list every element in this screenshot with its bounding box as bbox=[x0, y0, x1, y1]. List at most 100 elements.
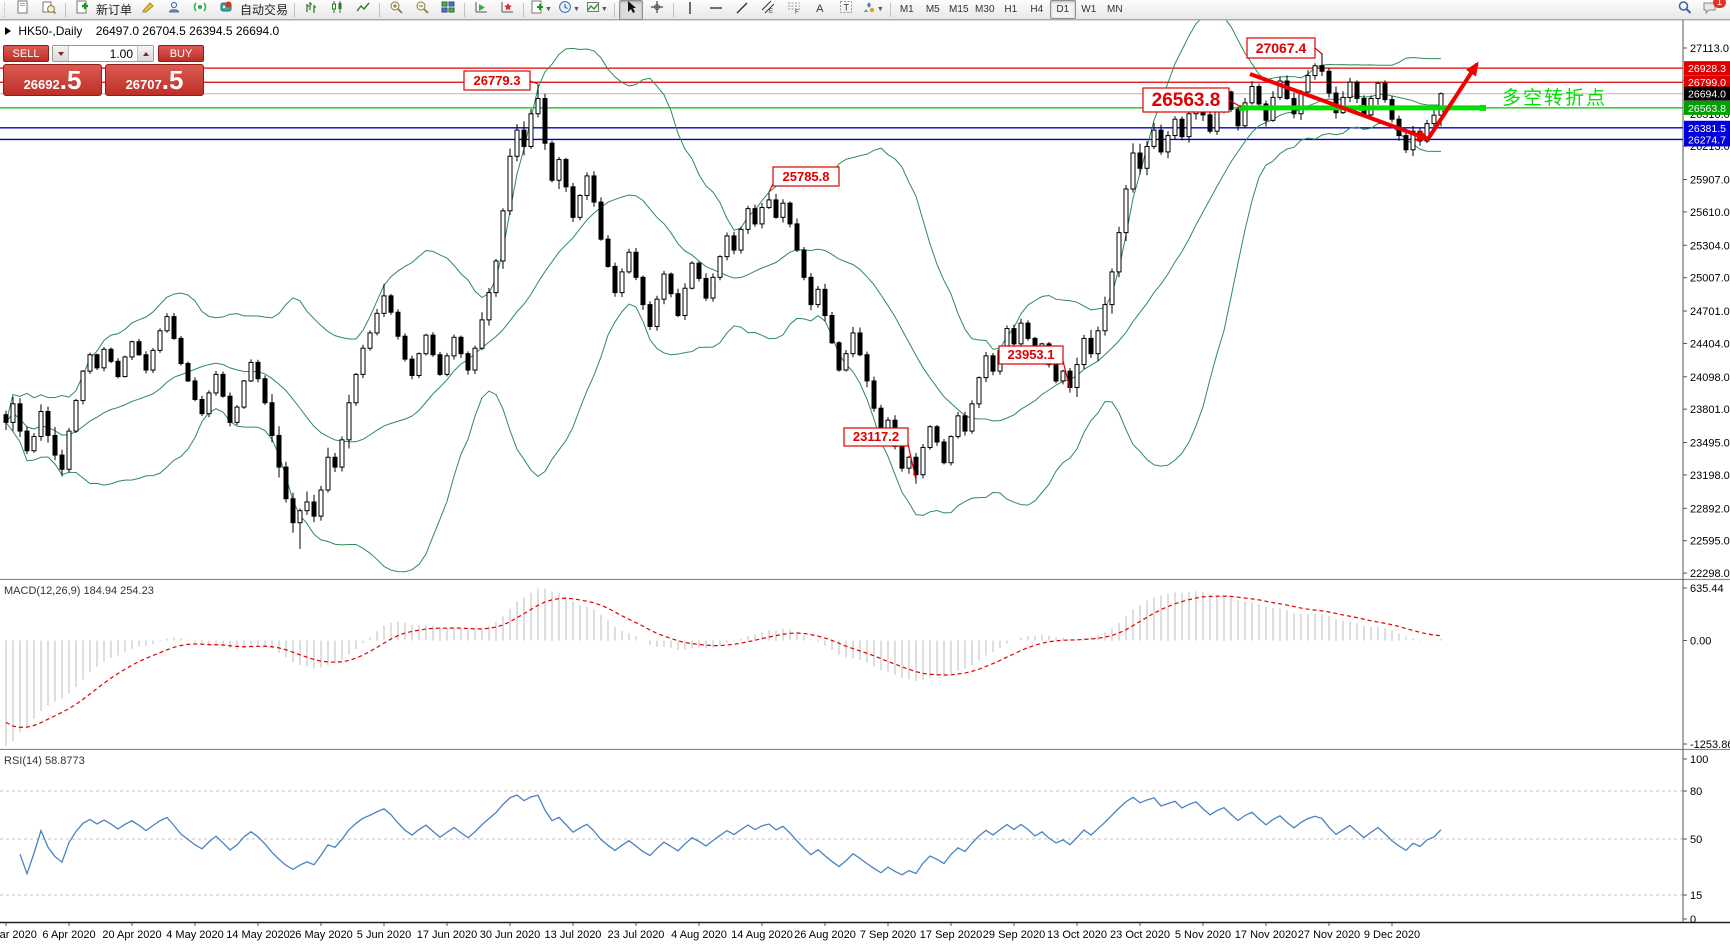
callout-box[interactable] bbox=[772, 166, 840, 187]
main-toolbar: 新订单 自动交易 ▼ ▼ ▼ E F A T ▼ M1 M5 M15 M30 H1 H4 D… bbox=[0, 0, 1730, 20]
notifications-button[interactable]: 1 bbox=[1698, 0, 1726, 20]
candle-body bbox=[381, 295, 387, 314]
candle-body bbox=[283, 466, 289, 500]
highlighter-button[interactable] bbox=[136, 0, 160, 20]
candle-body bbox=[1053, 364, 1059, 382]
timeframe-button-D1[interactable]: D1 bbox=[1049, 0, 1076, 19]
date-label: 29 Sep 2020 bbox=[983, 929, 1045, 941]
trendline-tool-button[interactable] bbox=[730, 0, 754, 20]
candle-body bbox=[584, 175, 590, 197]
fibonacci-tool-button[interactable]: F bbox=[782, 0, 806, 20]
tile-windows-button[interactable] bbox=[436, 0, 460, 20]
volume-value[interactable]: 1.00 bbox=[109, 46, 133, 61]
label-tool-button[interactable]: T bbox=[834, 0, 858, 20]
timeframe-button-MN[interactable]: MN bbox=[1107, 4, 1123, 15]
line-handle[interactable] bbox=[1359, 104, 1365, 111]
candle-body bbox=[24, 430, 30, 452]
cursor-tool-button[interactable] bbox=[618, 0, 643, 20]
candle-body bbox=[1165, 135, 1171, 153]
new-order-button[interactable] bbox=[70, 0, 94, 20]
candle-body bbox=[3, 414, 9, 423]
indicators-menu-button[interactable]: ▼ bbox=[528, 0, 554, 20]
price-tick-label: 25907.0 bbox=[1690, 175, 1730, 187]
price-tick-label: 25304.0 bbox=[1690, 240, 1730, 252]
line-handle[interactable] bbox=[1480, 104, 1486, 111]
search-button[interactable] bbox=[1672, 0, 1696, 20]
autotrade-label[interactable]: 自动交易 bbox=[240, 3, 289, 17]
candlestick-chart-button[interactable] bbox=[325, 0, 349, 20]
candle-body bbox=[563, 159, 569, 188]
candle-body bbox=[1382, 82, 1388, 101]
buy-price-button[interactable]: 26707.5 bbox=[105, 64, 204, 96]
trend-arrows[interactable] bbox=[1249, 61, 1479, 141]
date-label: 13 Jul 2020 bbox=[545, 929, 602, 941]
rsi-line bbox=[19, 794, 1442, 876]
candle-body bbox=[94, 354, 100, 369]
sell-button[interactable]: SELL bbox=[3, 45, 49, 62]
callout-text: 26563.8 bbox=[1152, 90, 1221, 111]
crosshair-tool-button[interactable] bbox=[645, 0, 669, 20]
horizontal-line-tool-button[interactable] bbox=[704, 0, 728, 20]
contacts-button[interactable] bbox=[162, 0, 186, 20]
callout-box[interactable] bbox=[463, 70, 531, 91]
callout-box[interactable] bbox=[1246, 37, 1316, 59]
line-chart-button[interactable] bbox=[351, 0, 375, 20]
shapes-tool-button[interactable]: ▼ bbox=[860, 0, 886, 20]
pivot-line[interactable] bbox=[1239, 104, 1486, 111]
line-handle[interactable] bbox=[1239, 104, 1245, 111]
candlestick-series bbox=[3, 52, 1444, 549]
trend-arrow[interactable] bbox=[1249, 72, 1431, 141]
callout-box[interactable] bbox=[998, 345, 1064, 365]
sell-price-button[interactable]: 26692.5 bbox=[3, 64, 102, 96]
candle-body bbox=[1347, 81, 1353, 98]
buy-button[interactable]: BUY bbox=[158, 45, 204, 62]
candle-body bbox=[451, 336, 457, 357]
candle-body bbox=[1312, 65, 1318, 77]
zoom-in-button[interactable] bbox=[384, 0, 408, 20]
date-label: 27 Nov 2020 bbox=[1298, 929, 1360, 941]
shapes-icon bbox=[862, 0, 876, 19]
candle-body bbox=[1431, 114, 1437, 125]
timeframe-toolbar: M1 M5 M15 M30 H1 H4 D1 W1 MN bbox=[894, 0, 1128, 19]
timeframe-button-M1[interactable]: M1 bbox=[899, 4, 914, 15]
date-label: 26 Aug 2020 bbox=[794, 929, 856, 941]
timeframe-button-H1[interactable]: H1 bbox=[1004, 4, 1018, 15]
bar-chart-button[interactable] bbox=[299, 0, 323, 20]
candle-body bbox=[1340, 96, 1346, 114]
timeframe-button-H4[interactable]: H4 bbox=[1030, 4, 1044, 15]
timeframe-button-M30[interactable]: M30 bbox=[975, 4, 995, 15]
callout-box[interactable] bbox=[843, 427, 909, 447]
candle-body bbox=[745, 208, 751, 230]
signal-button[interactable] bbox=[188, 0, 212, 20]
new-chart-button[interactable] bbox=[11, 0, 35, 20]
trend-arrow[interactable] bbox=[1426, 61, 1479, 141]
template-menu-button[interactable]: ▼ bbox=[584, 0, 610, 20]
volume-decrease-button[interactable] bbox=[53, 46, 69, 61]
text-tool-button[interactable]: A bbox=[808, 0, 832, 20]
toolbar-separator bbox=[464, 2, 466, 17]
callout-box[interactable] bbox=[1142, 87, 1230, 113]
price-tag-label: 26274.7 bbox=[1688, 134, 1726, 146]
zoom-out-button[interactable] bbox=[410, 0, 434, 20]
candle-body bbox=[542, 97, 548, 144]
timeframe-button-M5[interactable]: M5 bbox=[925, 4, 940, 15]
callout-text: 26779.3 bbox=[474, 73, 521, 88]
chart-profiles-button[interactable] bbox=[37, 0, 61, 20]
candle-body bbox=[101, 348, 107, 369]
volume-increase-button[interactable] bbox=[137, 46, 153, 61]
candle-body bbox=[1375, 82, 1381, 99]
new-order-icon bbox=[75, 0, 89, 19]
add-indicator-button[interactable] bbox=[495, 0, 519, 20]
channel-tool-button[interactable]: E bbox=[756, 0, 780, 20]
autotrade-button[interactable] bbox=[214, 0, 238, 20]
strategy-test-button[interactable] bbox=[469, 0, 493, 20]
periods-menu-button[interactable]: ▼ bbox=[556, 0, 582, 20]
new-order-label[interactable]: 新订单 bbox=[96, 3, 133, 17]
timeframe-button-M15[interactable]: M15 bbox=[949, 4, 969, 15]
timeframe-button-W1[interactable]: W1 bbox=[1081, 4, 1097, 15]
candle-body bbox=[654, 298, 660, 327]
vertical-line-tool-button[interactable] bbox=[678, 0, 702, 20]
candle-body bbox=[45, 410, 51, 436]
